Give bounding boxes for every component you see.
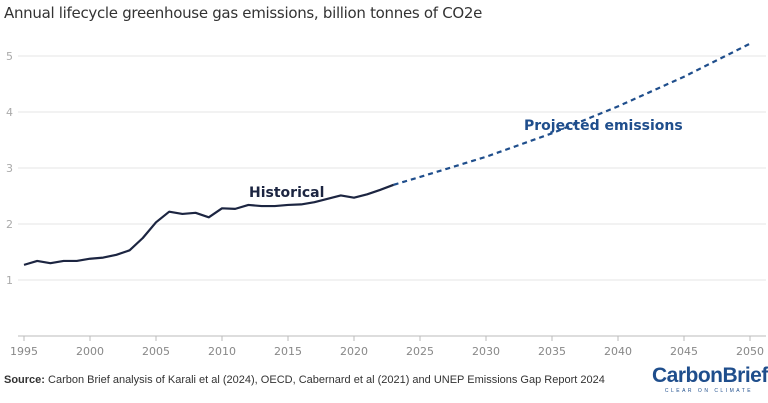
series-label-projected: Projected emissions — [524, 118, 683, 134]
x-tick-label: 2025 — [406, 345, 434, 358]
y-tick-label: 4 — [6, 106, 13, 119]
x-tick-label: 2015 — [274, 345, 302, 358]
x-tick-label: 2020 — [340, 345, 368, 358]
x-tick-label: 2045 — [670, 345, 698, 358]
x-tick-label: 2030 — [472, 345, 500, 358]
y-tick-label: 2 — [6, 218, 13, 231]
carbon-brief-logo: CarbonBrief CLEAR ON CLIMATE — [652, 364, 768, 395]
source-label: Source: — [4, 374, 45, 386]
x-tick-label: 2010 — [208, 345, 236, 358]
series-label-historical: Historical — [249, 185, 324, 201]
logo-tagline: CLEAR ON CLIMATE — [664, 388, 754, 394]
y-tick-label: 1 — [6, 274, 13, 287]
x-tick-label: 2035 — [538, 345, 566, 358]
series-line-historical — [23, 183, 394, 266]
source-text: Carbon Brief analysis of Karali et al (2… — [44, 374, 605, 386]
x-tick-label: 2040 — [604, 345, 632, 358]
chart-title: Annual lifecycle greenhouse gas emission… — [4, 4, 483, 22]
y-tick-label: 5 — [6, 50, 13, 63]
logo-name: CarbonBrief — [652, 364, 768, 387]
series-line-projected — [393, 42, 751, 186]
x-tick-label: 2005 — [142, 345, 170, 358]
y-tick-label: 3 — [6, 162, 13, 175]
x-tick-label: 2050 — [736, 345, 764, 358]
x-tick-label: 2000 — [76, 345, 104, 358]
x-tick-label: 1995 — [10, 345, 38, 358]
source-note: Source: Carbon Brief analysis of Karali … — [4, 374, 605, 386]
